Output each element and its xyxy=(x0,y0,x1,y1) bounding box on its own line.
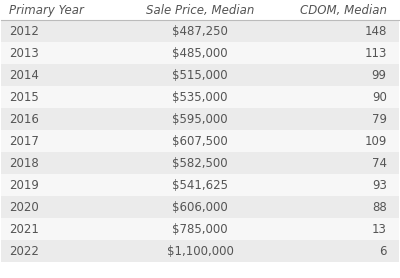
Text: $487,250: $487,250 xyxy=(172,25,228,38)
Text: 2014: 2014 xyxy=(9,69,39,82)
Text: $1,100,000: $1,100,000 xyxy=(166,245,234,258)
Text: $607,500: $607,500 xyxy=(172,135,228,148)
Text: $541,625: $541,625 xyxy=(172,179,228,192)
Text: 2021: 2021 xyxy=(9,223,39,236)
Text: 79: 79 xyxy=(372,113,387,126)
Text: 2012: 2012 xyxy=(9,25,39,38)
Text: 109: 109 xyxy=(364,135,387,148)
Text: $535,000: $535,000 xyxy=(172,91,228,104)
Text: CDOM, Median: CDOM, Median xyxy=(300,4,387,17)
Text: $582,500: $582,500 xyxy=(172,157,228,170)
Text: Sale Price, Median: Sale Price, Median xyxy=(146,4,254,17)
Bar xyxy=(1,174,399,196)
Text: $785,000: $785,000 xyxy=(172,223,228,236)
Text: 99: 99 xyxy=(372,69,387,82)
Text: 2013: 2013 xyxy=(9,47,39,59)
Bar xyxy=(1,130,399,152)
Bar xyxy=(1,240,399,262)
Bar xyxy=(1,20,399,42)
Text: 2020: 2020 xyxy=(9,201,39,214)
Text: 2019: 2019 xyxy=(9,179,39,192)
Text: 2022: 2022 xyxy=(9,245,39,258)
Text: Primary Year: Primary Year xyxy=(9,4,84,17)
Text: 2015: 2015 xyxy=(9,91,39,104)
Bar xyxy=(1,152,399,174)
Text: 88: 88 xyxy=(372,201,387,214)
Text: 113: 113 xyxy=(364,47,387,59)
Bar xyxy=(1,218,399,240)
Text: $595,000: $595,000 xyxy=(172,113,228,126)
Text: 13: 13 xyxy=(372,223,387,236)
Bar xyxy=(1,196,399,218)
Text: $606,000: $606,000 xyxy=(172,201,228,214)
Text: 2018: 2018 xyxy=(9,157,39,170)
Text: 2017: 2017 xyxy=(9,135,39,148)
Text: 74: 74 xyxy=(372,157,387,170)
Text: $485,000: $485,000 xyxy=(172,47,228,59)
Text: 6: 6 xyxy=(379,245,387,258)
Bar xyxy=(1,108,399,130)
Text: 2016: 2016 xyxy=(9,113,39,126)
Bar xyxy=(1,86,399,108)
Text: 93: 93 xyxy=(372,179,387,192)
Text: 148: 148 xyxy=(364,25,387,38)
Bar xyxy=(1,64,399,86)
Text: 90: 90 xyxy=(372,91,387,104)
Text: $515,000: $515,000 xyxy=(172,69,228,82)
Bar xyxy=(1,42,399,64)
